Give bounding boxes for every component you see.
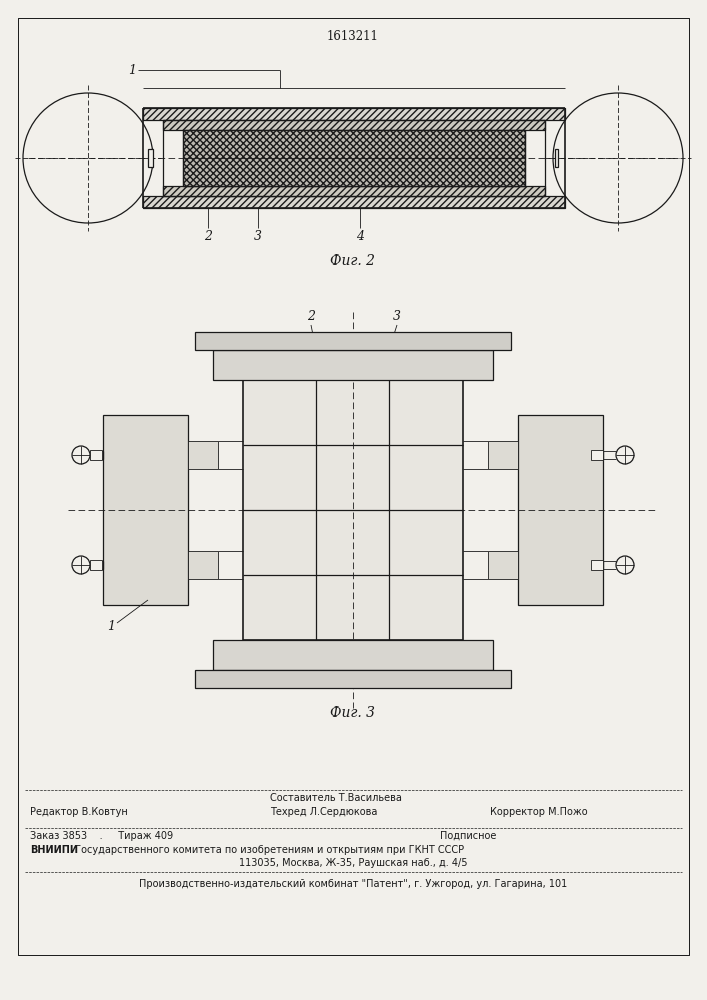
Bar bbox=[183, 130, 525, 186]
Bar bbox=[488, 441, 518, 469]
Bar bbox=[195, 670, 511, 688]
Bar bbox=[555, 149, 558, 167]
Text: 1: 1 bbox=[107, 620, 115, 634]
Text: Фиг. 3: Фиг. 3 bbox=[330, 706, 375, 720]
Circle shape bbox=[616, 446, 634, 464]
Text: 3: 3 bbox=[254, 230, 262, 242]
Text: Редактор В.Ковтун: Редактор В.Ковтун bbox=[30, 807, 128, 817]
Text: 2: 2 bbox=[307, 310, 315, 324]
Circle shape bbox=[553, 93, 683, 223]
Text: 113035, Москва, Ж-35, Раушская наб., д. 4/5: 113035, Москва, Ж-35, Раушская наб., д. … bbox=[239, 858, 467, 868]
Bar bbox=[188, 551, 218, 579]
Text: Фиг. 2: Фиг. 2 bbox=[330, 254, 375, 268]
Bar bbox=[518, 415, 603, 605]
Text: Подписное: Подписное bbox=[440, 831, 496, 841]
Text: Техред Л.Сердюкова: Техред Л.Сердюкова bbox=[270, 807, 378, 817]
Bar bbox=[148, 149, 153, 167]
Bar bbox=[103, 415, 188, 605]
Bar bbox=[163, 120, 545, 130]
Text: 1613211: 1613211 bbox=[327, 30, 379, 43]
Circle shape bbox=[616, 556, 634, 574]
Text: 1: 1 bbox=[128, 64, 136, 77]
Circle shape bbox=[72, 556, 90, 574]
Circle shape bbox=[23, 93, 153, 223]
Circle shape bbox=[72, 446, 90, 464]
Bar bbox=[143, 108, 565, 120]
Bar bbox=[591, 560, 603, 570]
Bar bbox=[591, 450, 603, 460]
Bar bbox=[143, 196, 565, 208]
Text: ВНИИПИ: ВНИИПИ bbox=[30, 845, 78, 855]
Bar bbox=[163, 186, 545, 196]
Text: 4: 4 bbox=[356, 230, 364, 242]
Bar bbox=[195, 332, 511, 350]
Text: Корректор М.Пожо: Корректор М.Пожо bbox=[490, 807, 588, 817]
Bar bbox=[90, 560, 102, 570]
Bar bbox=[243, 380, 463, 640]
Text: Заказ 3853    .     Тираж 409: Заказ 3853 . Тираж 409 bbox=[30, 831, 173, 841]
Bar bbox=[213, 350, 493, 380]
Bar bbox=[188, 441, 218, 469]
Text: 3: 3 bbox=[393, 310, 401, 324]
Text: Составитель Т.Васильева: Составитель Т.Васильева bbox=[270, 793, 402, 803]
Bar bbox=[213, 640, 493, 670]
Text: 2: 2 bbox=[204, 230, 212, 242]
Bar bbox=[488, 551, 518, 579]
Text: Государственного комитета по изобретениям и открытиям при ГКНТ СССР: Государственного комитета по изобретения… bbox=[72, 845, 464, 855]
Bar bbox=[90, 450, 102, 460]
Text: Производственно-издательский комбинат "Патент", г. Ужгород, ул. Гагарина, 101: Производственно-издательский комбинат "П… bbox=[139, 879, 567, 889]
